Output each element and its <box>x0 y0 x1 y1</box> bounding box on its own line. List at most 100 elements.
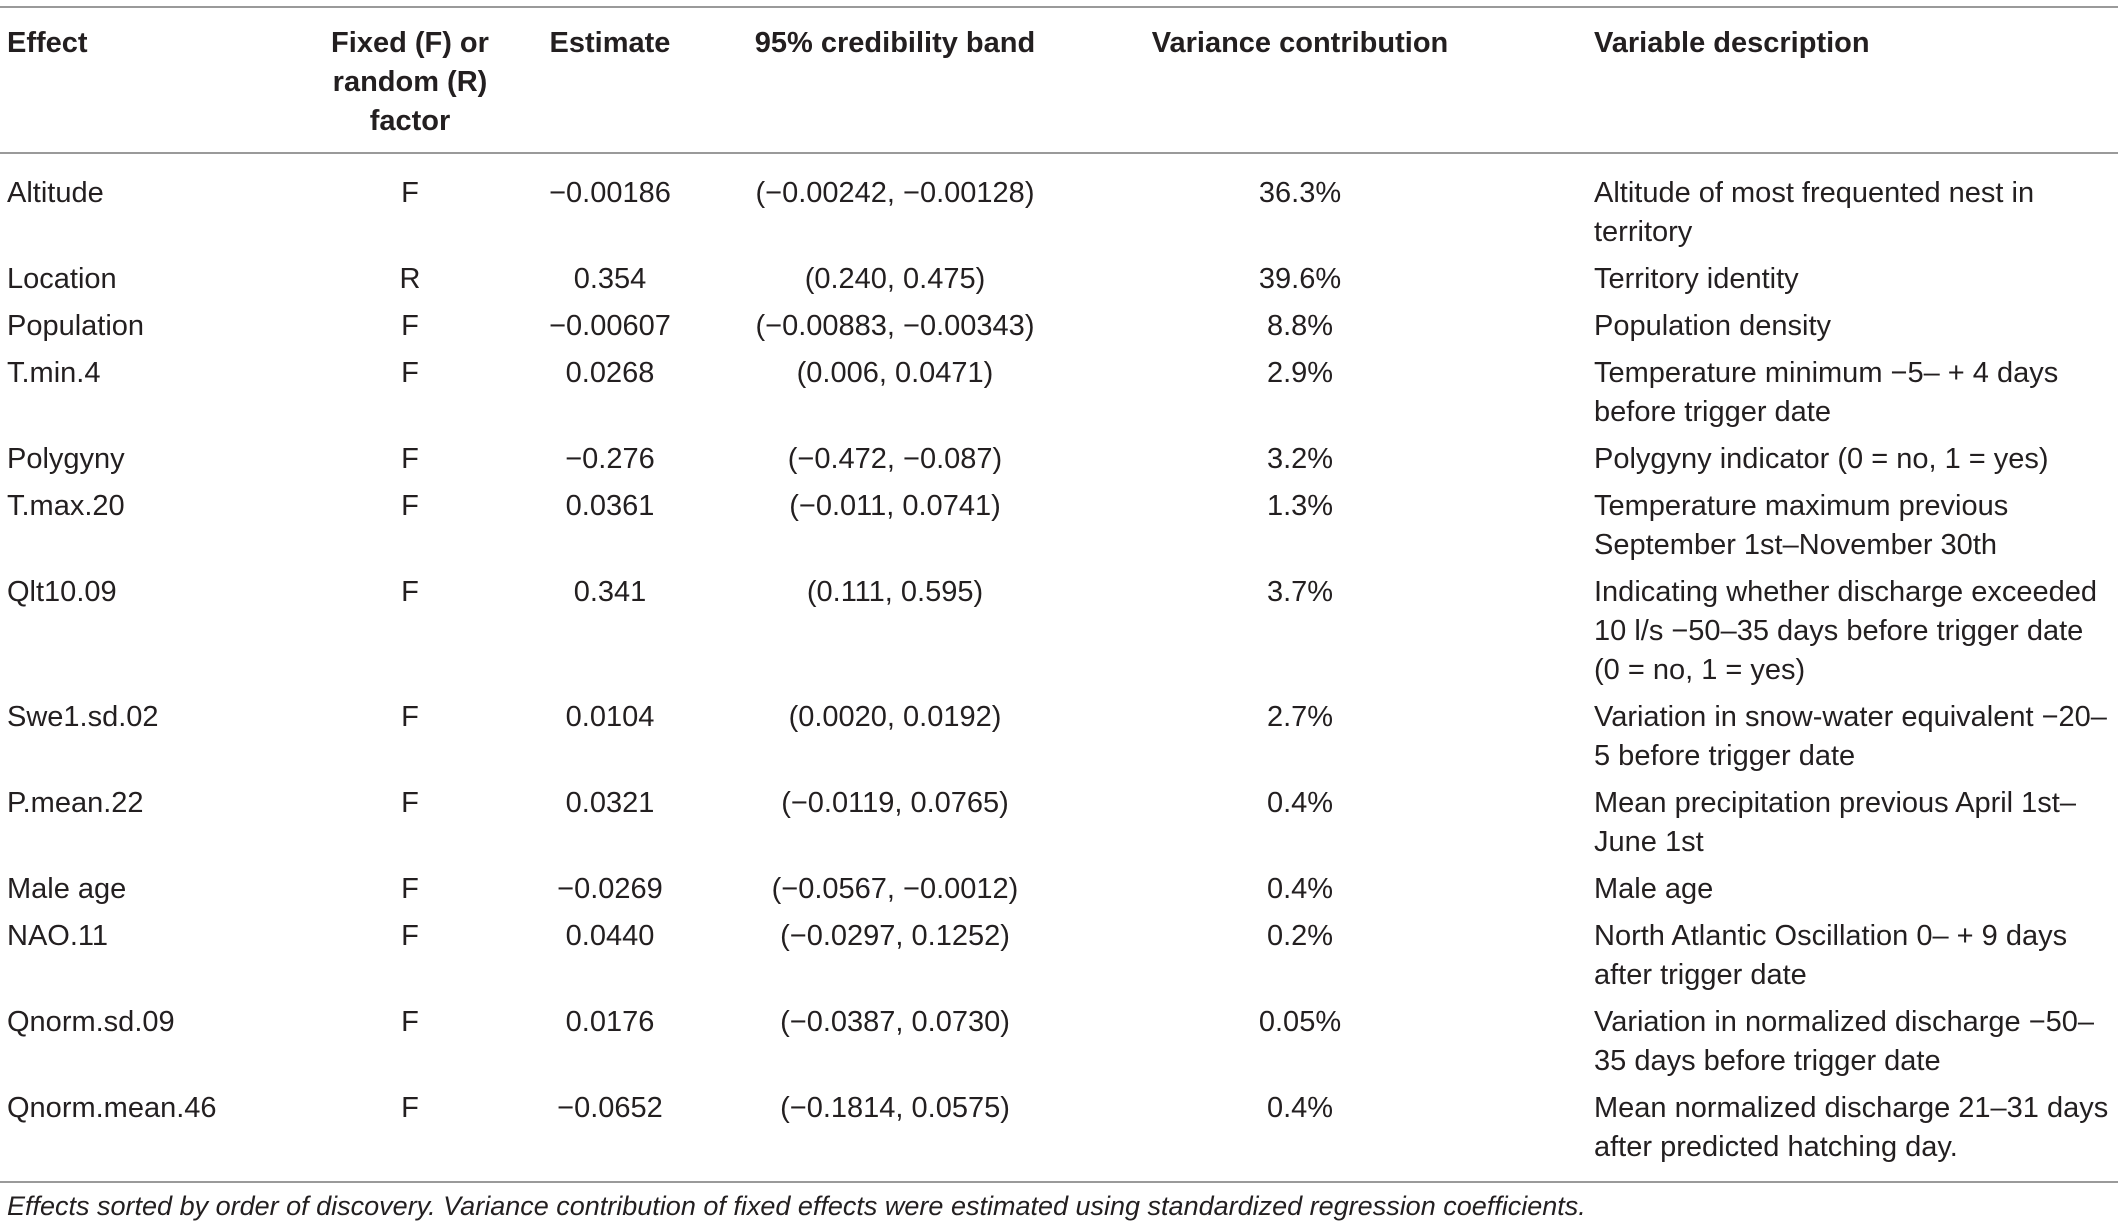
cell-variable-description: Territory identity <box>1594 263 1799 295</box>
cell-variance-contribution: 0.4% <box>1070 1089 1530 1183</box>
table-header: Effect Fixed (F) or random (R) factor Es… <box>0 6 2118 154</box>
cell-credibility-band: (−0.0387, 0.0730) <box>780 1006 1010 1038</box>
table-row: Qlt10.09 F 0.341 (0.111, 0.595) 3.7% Indicati… <box>0 573 2118 698</box>
cell-credibility-band: (−0.011, 0.0741) <box>789 490 1001 522</box>
header-variance-contribution: Variance contribution <box>1070 6 1530 154</box>
cell-factor: F <box>401 177 419 209</box>
cell-variance-contribution: 0.05% <box>1258 1006 1342 1038</box>
header-estimate: Estimate <box>500 6 720 154</box>
cell-variable-description: Mean precipitation previous April 1st–Ju… <box>1594 787 2076 858</box>
cell-credibility-band: (0.111, 0.595) <box>806 576 984 608</box>
cell-credibility-band: (−0.0297, 0.1252) <box>780 920 1010 952</box>
cell-factor: F <box>401 1006 419 1038</box>
cell-credibility-band: (−0.0567, −0.0012) <box>771 873 1019 905</box>
cell-variable-description: Male age <box>1594 873 1714 905</box>
cell-estimate: 0.341 <box>573 576 647 608</box>
cell-factor: F <box>401 787 419 819</box>
cell-factor: F <box>401 490 419 522</box>
table-row: T.max.20 F 0.0361 (−0.011, 0.0741) 1.3% Tempe… <box>0 487 2118 573</box>
cell-estimate: 0.0440 <box>565 920 655 952</box>
cell-variance-contribution: 2.7% <box>1266 701 1334 733</box>
cell-variable-description: North Atlantic Oscillation 0– + 9 days a… <box>1594 920 2068 991</box>
header-factor: Fixed (F) or random (R) factor <box>320 6 500 154</box>
cell-variable-description: Variation in snow-water equivalent −20–5… <box>1594 701 2107 772</box>
cell-factor: F <box>401 701 419 733</box>
cell-credibility-band: (−0.00242, −0.00128) <box>755 177 1035 209</box>
cell-estimate: −0.276 <box>565 443 655 475</box>
cell-estimate: 0.0321 <box>565 787 655 819</box>
cell-effect: Male age <box>7 873 127 905</box>
results-table-container: Effect Fixed (F) or random (R) factor Es… <box>0 6 2118 1226</box>
cell-variance-contribution: 1.3% <box>1266 490 1334 522</box>
cell-estimate: 0.354 <box>573 263 647 295</box>
table-row: Population F −0.00607 (−0.00883, −0.00343) 8… <box>0 307 2118 354</box>
header-variable-description: Variable description <box>1530 6 2118 154</box>
cell-factor: F <box>401 357 419 389</box>
cell-variable-description: Population density <box>1594 310 1831 342</box>
table-row: P.mean.22 F 0.0321 (−0.0119, 0.0765) 0.4% Mea… <box>0 784 2118 870</box>
cell-factor: R <box>399 263 421 295</box>
cell-credibility-band: (0.0020, 0.0192) <box>788 701 1002 733</box>
cell-effect: Swe1.sd.02 <box>7 701 159 733</box>
cell-variance-contribution: 0.4% <box>1266 787 1334 819</box>
cell-effect: NAO.11 <box>7 920 109 952</box>
cell-variance-contribution: 0.4% <box>1266 873 1334 905</box>
header-row: Effect Fixed (F) or random (R) factor Es… <box>0 6 2118 154</box>
cell-variance-contribution: 36.3% <box>1258 177 1342 209</box>
table-row: Altitude F −0.00186 (−0.00242, −0.00128) 36.… <box>0 153 2118 260</box>
table-body: Altitude F −0.00186 (−0.00242, −0.00128) 36.… <box>0 153 2118 1183</box>
table-row: Polygyny F −0.276 (−0.472, −0.087) 3.2% Polyg… <box>0 440 2118 487</box>
table-row: NAO.11 F 0.0440 (−0.0297, 0.1252) 0.2% North … <box>0 917 2118 1003</box>
cell-effect: Location <box>7 263 117 295</box>
table-row: Location R 0.354 (0.240, 0.475) 39.6% Territo… <box>0 260 2118 307</box>
cell-variance-contribution: 39.6% <box>1258 263 1342 295</box>
cell-factor: F <box>401 920 419 952</box>
cell-estimate: −0.00186 <box>549 177 671 209</box>
cell-variance-contribution: 0.2% <box>1266 920 1334 952</box>
header-credibility-band: 95% credibility band <box>720 6 1070 154</box>
cell-factor: F <box>401 873 419 905</box>
cell-factor: F <box>401 310 419 342</box>
cell-effect: Qnorm.mean.46 <box>0 1089 320 1183</box>
cell-factor: F <box>401 576 419 608</box>
cell-credibility-band: (0.006, 0.0471) <box>796 357 994 389</box>
cell-variance-contribution: 3.2% <box>1266 443 1334 475</box>
table-footnote: Effects sorted by order of discovery. Va… <box>7 1191 1586 1221</box>
cell-variable-description: Variation in normalized discharge −50–35… <box>1594 1006 2095 1077</box>
cell-factor: F <box>401 443 419 475</box>
cell-estimate: 0.0104 <box>565 701 655 733</box>
table-row: Qnorm.mean.46 F −0.0652 (−0.1814, 0.0575) 0.… <box>0 1089 2118 1183</box>
cell-variance-contribution: 2.9% <box>1266 357 1334 389</box>
cell-variable-description: Indicating whether discharge exceeded 10… <box>1594 576 2097 686</box>
header-effect: Effect <box>0 6 320 154</box>
cell-effect: Polygyny <box>7 443 125 475</box>
cell-variable-description: Polygyny indicator (0 = no, 1 = yes) <box>1594 443 2049 475</box>
cell-effect: Qnorm.sd.09 <box>7 1006 175 1038</box>
cell-credibility-band: (−0.1814, 0.0575) <box>720 1089 1070 1183</box>
effects-table: Effect Fixed (F) or random (R) factor Es… <box>0 6 2118 1183</box>
cell-effect: Altitude <box>7 177 104 209</box>
cell-effect: Qlt10.09 <box>7 576 117 608</box>
cell-estimate: −0.0269 <box>557 873 663 905</box>
cell-credibility-band: (−0.0119, 0.0765) <box>781 787 1009 819</box>
cell-credibility-band: (0.240, 0.475) <box>804 263 986 295</box>
cell-factor: F <box>320 1089 500 1183</box>
cell-effect: Population <box>7 310 145 342</box>
cell-effect: P.mean.22 <box>7 787 144 819</box>
cell-estimate: −0.0652 <box>500 1089 720 1183</box>
cell-estimate: 0.0268 <box>565 357 655 389</box>
cell-variable-description: Altitude of most frequented nest in terr… <box>1594 177 2035 248</box>
cell-estimate: 0.0176 <box>565 1006 655 1038</box>
cell-credibility-band: (−0.00883, −0.00343) <box>755 310 1035 342</box>
cell-estimate: 0.0361 <box>565 490 655 522</box>
table-row: T.min.4 F 0.0268 (0.006, 0.0471) 2.9% Tempera… <box>0 354 2118 440</box>
cell-variance-contribution: 3.7% <box>1266 576 1334 608</box>
cell-variable-description: Temperature maximum previous September 1… <box>1594 490 2009 561</box>
cell-effect: T.max.20 <box>7 490 125 522</box>
cell-variable-description: Mean normalized discharge 21–31 days aft… <box>1530 1089 2118 1183</box>
table-row: Qnorm.sd.09 F 0.0176 (−0.0387, 0.0730) 0.05%… <box>0 1003 2118 1089</box>
cell-effect: T.min.4 <box>7 357 101 389</box>
table-row: Male age F −0.0269 (−0.0567, −0.0012) 0.4% Ma… <box>0 870 2118 917</box>
cell-variance-contribution: 8.8% <box>1266 310 1334 342</box>
cell-credibility-band: (−0.472, −0.087) <box>787 443 1003 475</box>
